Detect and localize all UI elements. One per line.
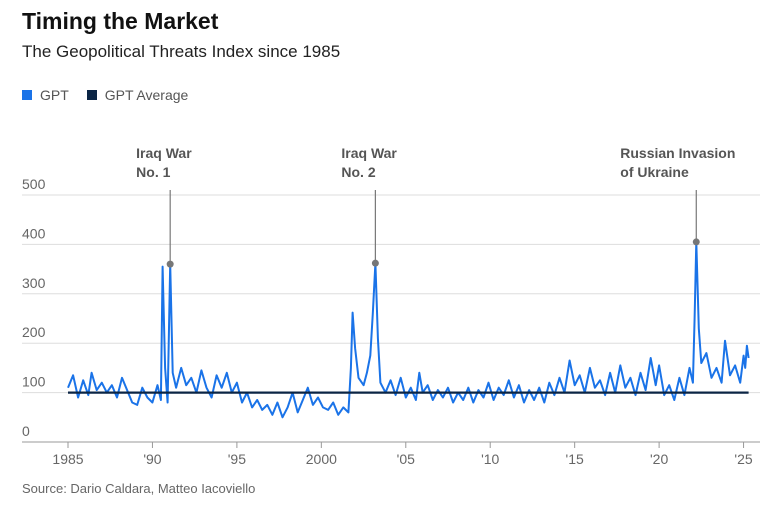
chart-title: Timing the Market <box>22 8 219 34</box>
x-tick-label-0: 1985 <box>52 451 83 467</box>
series-lines <box>67 240 750 419</box>
legend-swatch-gpt <box>22 90 32 100</box>
annotation-label-2-0: Russian Invasion <box>620 145 735 161</box>
x-tick-label-1: '90 <box>143 451 161 467</box>
series-line-gpt <box>67 240 750 419</box>
y-tick-labels: 0 100 200 300 400 500 <box>22 176 46 439</box>
legend-item-gpt: GPT <box>22 87 69 103</box>
y-tick-label-300: 300 <box>22 275 46 291</box>
chart-subtitle: The Geopolitical Threats Index since 198… <box>22 42 341 61</box>
annotation-markers <box>166 238 700 268</box>
annotation-marker-2 <box>692 238 700 246</box>
x-tick-label-7: '20 <box>650 451 668 467</box>
x-tick-label-2: '95 <box>228 451 246 467</box>
annotation-label-0-1: No. 1 <box>136 164 170 180</box>
x-tick-label-3: 2000 <box>306 451 337 467</box>
annotation-marker-0 <box>166 260 174 268</box>
legend-item-gpt-average: GPT Average <box>86 87 189 103</box>
x-tick-label-5: '10 <box>481 451 499 467</box>
x-tick-label-4: '05 <box>397 451 415 467</box>
x-tick-labels: 1985 '90 '95 2000 '05 '10 '15 '20 '25 <box>52 451 752 467</box>
annotation-label-1-0: Iraq War <box>341 145 397 161</box>
annotations: Iraq War No. 1 Iraq War No. 2 Russian Invasi… <box>136 145 735 265</box>
legend-label-gpt-average: GPT Average <box>104 87 189 103</box>
annotation-label-2-1: of Ukraine <box>620 164 689 180</box>
y-tick-label-0: 0 <box>22 423 30 439</box>
source-note: Source: Dario Caldara, Matteo Iacoviello <box>22 481 256 496</box>
y-tick-label-200: 200 <box>22 324 46 340</box>
x-tick-label-6: '15 <box>566 451 584 467</box>
grid-lines <box>22 194 760 448</box>
annotation-label-1-1: No. 2 <box>341 164 375 180</box>
y-tick-label-500: 500 <box>22 176 46 192</box>
legend-swatch-gpt-average <box>86 90 97 100</box>
chart-legend: GPT GPT Average <box>22 87 206 103</box>
y-tick-label-400: 400 <box>22 225 46 241</box>
legend-label-gpt: GPT <box>40 87 69 103</box>
y-tick-label-100: 100 <box>22 374 46 390</box>
annotation-label-0-0: Iraq War <box>136 145 192 161</box>
annotation-marker-1 <box>371 259 379 267</box>
x-tick-label-8: '25 <box>734 451 752 467</box>
